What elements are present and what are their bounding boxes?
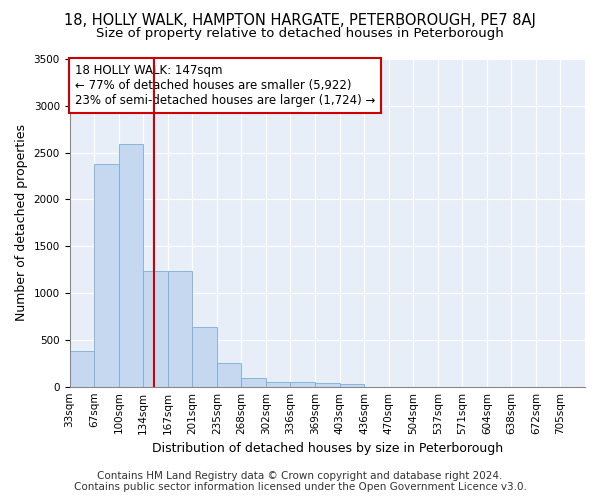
Y-axis label: Number of detached properties: Number of detached properties [15,124,28,322]
Text: Size of property relative to detached houses in Peterborough: Size of property relative to detached ho… [96,28,504,40]
X-axis label: Distribution of detached houses by size in Peterborough: Distribution of detached houses by size … [152,442,503,455]
Bar [94,164,119,386]
Bar [290,382,315,386]
Bar [192,327,217,386]
Bar [70,351,94,386]
Bar [241,378,266,386]
Bar [143,270,168,386]
Bar [315,384,340,386]
Text: Contains HM Land Registry data © Crown copyright and database right 2024.
Contai: Contains HM Land Registry data © Crown c… [74,471,526,492]
Text: 18, HOLLY WALK, HAMPTON HARGATE, PETERBOROUGH, PE7 8AJ: 18, HOLLY WALK, HAMPTON HARGATE, PETERBO… [64,12,536,28]
Bar [340,384,364,386]
Bar [168,270,192,386]
Bar [217,363,241,386]
Bar [266,382,290,386]
Text: 18 HOLLY WALK: 147sqm
← 77% of detached houses are smaller (5,922)
23% of semi-d: 18 HOLLY WALK: 147sqm ← 77% of detached … [74,64,375,107]
Bar [119,144,143,386]
